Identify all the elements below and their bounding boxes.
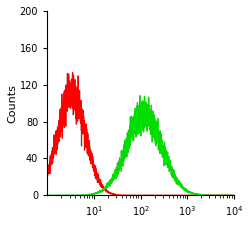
Y-axis label: Counts: Counts [7,84,17,123]
